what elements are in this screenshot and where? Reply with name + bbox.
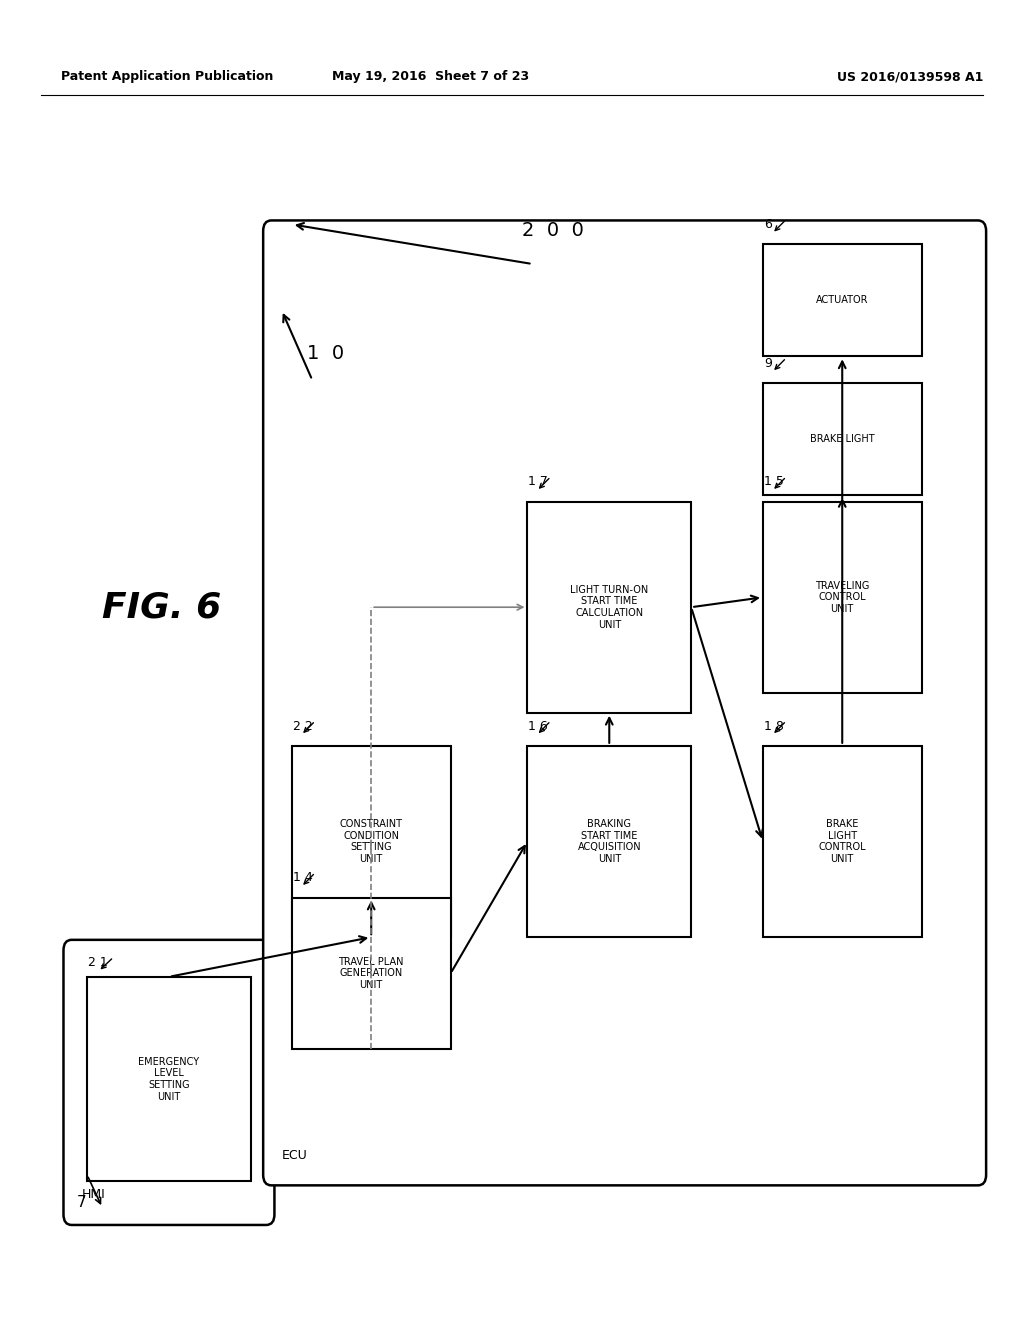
Text: CONSTRAINT
CONDITION
SETTING
UNIT: CONSTRAINT CONDITION SETTING UNIT (340, 820, 402, 863)
FancyBboxPatch shape (263, 220, 986, 1185)
Text: 6: 6 (764, 218, 772, 231)
Text: 1 8: 1 8 (764, 719, 783, 733)
Text: BRAKING
START TIME
ACQUISITION
UNIT: BRAKING START TIME ACQUISITION UNIT (578, 820, 641, 863)
Text: EMERGENCY
LEVEL
SETTING
UNIT: EMERGENCY LEVEL SETTING UNIT (138, 1057, 200, 1101)
Text: TRAVEL PLAN
GENERATION
UNIT: TRAVEL PLAN GENERATION UNIT (339, 957, 403, 990)
Bar (763, 746, 922, 937)
Text: BRAKE
LIGHT
CONTROL
UNIT: BRAKE LIGHT CONTROL UNIT (818, 820, 866, 863)
Text: 1 7: 1 7 (528, 475, 548, 488)
Bar (763, 383, 922, 495)
Text: HMI: HMI (82, 1188, 105, 1201)
Text: 1 4: 1 4 (293, 871, 312, 884)
Text: 2 2: 2 2 (293, 719, 312, 733)
Text: May 19, 2016  Sheet 7 of 23: May 19, 2016 Sheet 7 of 23 (332, 70, 528, 83)
Text: 9: 9 (764, 356, 772, 370)
Bar (763, 502, 922, 693)
Text: 2 1: 2 1 (88, 956, 108, 969)
Bar (292, 898, 451, 1049)
Text: US 2016/0139598 A1: US 2016/0139598 A1 (837, 70, 983, 83)
Bar (763, 244, 922, 356)
Text: 7: 7 (77, 1195, 86, 1209)
Bar (87, 977, 251, 1181)
Text: 1  0: 1 0 (307, 345, 344, 363)
Text: TRAVELING
CONTROL
UNIT: TRAVELING CONTROL UNIT (815, 581, 869, 614)
Text: ECU: ECU (282, 1148, 307, 1162)
Text: Patent Application Publication: Patent Application Publication (61, 70, 273, 83)
Text: LIGHT TURN-ON
START TIME
CALCULATION
UNIT: LIGHT TURN-ON START TIME CALCULATION UNI… (570, 585, 648, 630)
Bar (527, 502, 691, 713)
Text: BRAKE LIGHT: BRAKE LIGHT (810, 434, 874, 444)
Bar (527, 746, 691, 937)
Text: FIG. 6: FIG. 6 (102, 590, 221, 624)
Text: 1 5: 1 5 (764, 475, 783, 488)
Text: 2  0  0: 2 0 0 (522, 222, 584, 240)
FancyBboxPatch shape (63, 940, 274, 1225)
Bar (292, 746, 451, 937)
Text: 1 6: 1 6 (528, 719, 548, 733)
Text: ACTUATOR: ACTUATOR (816, 296, 868, 305)
